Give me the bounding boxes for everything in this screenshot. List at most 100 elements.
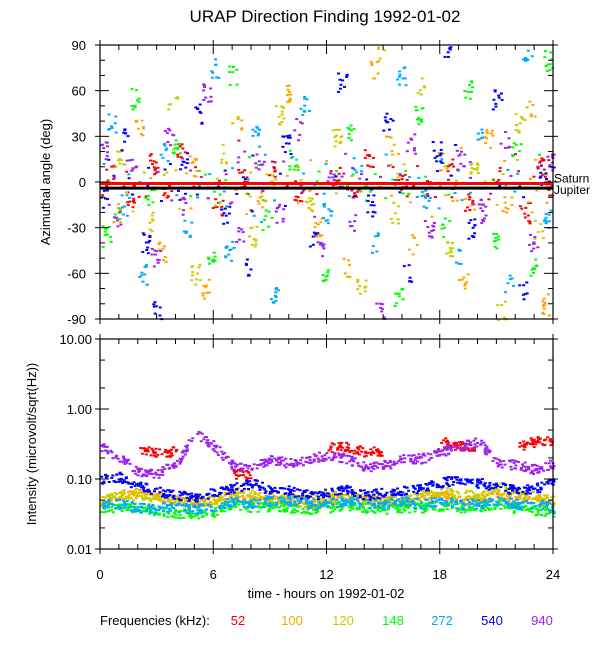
azimuth-point-120 <box>364 290 367 292</box>
azimuth-point-148 <box>520 143 523 145</box>
azimuth-point-272 <box>355 171 358 173</box>
azimuth-point-120 <box>477 172 480 174</box>
azimuth-point-940 <box>379 303 382 305</box>
intensity-point-148 <box>172 515 175 517</box>
azimuth-point-940 <box>532 248 535 250</box>
intensity-point-52 <box>530 437 533 439</box>
azimuth-point-272 <box>145 266 148 268</box>
azimuth-point-272 <box>481 137 484 139</box>
azimuth-point-52 <box>401 178 404 180</box>
intensity-point-940 <box>367 468 370 470</box>
intensity-point-940 <box>146 471 149 473</box>
azimuth-point-272 <box>550 210 553 212</box>
azimuth-point-52 <box>451 159 454 161</box>
intensity-point-148 <box>204 511 207 513</box>
azimuth-point-272 <box>114 116 117 118</box>
azimuth-point-52 <box>427 195 430 197</box>
intensity-point-540 <box>508 488 511 490</box>
intensity-point-272 <box>398 504 401 506</box>
azimuth-point-120 <box>383 49 386 51</box>
intensity-point-272 <box>124 503 127 505</box>
azimuth-point-148 <box>325 276 328 278</box>
intensity-point-272 <box>152 508 155 510</box>
azimuth-point-100 <box>484 142 487 144</box>
azimuth-point-120 <box>502 173 505 175</box>
intensity-point-120 <box>142 499 145 501</box>
azimuth-point-148 <box>231 71 234 73</box>
intensity-point-52 <box>442 439 445 441</box>
intensity-point-540 <box>527 488 530 490</box>
azimuth-point-272 <box>417 177 420 179</box>
azimuth-point-540 <box>186 152 189 154</box>
intensity-point-540 <box>488 484 491 486</box>
intensity-point-148 <box>188 515 191 517</box>
azimuth-point-940 <box>353 230 356 232</box>
reference-label-jupiter: Jupiter <box>554 183 590 197</box>
azimuth-point-120 <box>515 113 518 115</box>
azimuth-point-148 <box>110 241 113 243</box>
intensity-point-272 <box>480 505 483 507</box>
azimuth-point-120 <box>397 223 400 225</box>
azimuth-point-100 <box>208 279 211 281</box>
intensity-point-148 <box>366 511 369 513</box>
intensity-point-52 <box>360 451 363 453</box>
azimuth-point-540 <box>469 219 472 221</box>
intensity-point-540 <box>400 494 403 496</box>
azimuth-point-52 <box>401 175 404 177</box>
intensity-point-540 <box>211 495 214 497</box>
intensity-point-272 <box>350 497 353 499</box>
intensity-point-120 <box>478 494 481 496</box>
azimuth-point-52 <box>529 221 532 223</box>
intensity-point-540 <box>547 480 550 482</box>
intensity-point-272 <box>196 512 199 514</box>
azimuth-point-540 <box>340 84 343 86</box>
azimuth-point-120 <box>282 118 285 120</box>
intensity-point-540 <box>120 478 123 480</box>
intensity-point-540 <box>436 486 439 488</box>
azimuth-point-940 <box>424 220 427 222</box>
azimuth-point-100 <box>431 216 434 218</box>
intensity-point-272 <box>163 502 166 504</box>
intensity-point-52 <box>473 449 476 451</box>
azimuth-point-52 <box>541 174 544 176</box>
intensity-point-940 <box>407 455 410 457</box>
intensity-point-272 <box>519 502 522 504</box>
azimuth-point-148 <box>467 91 470 93</box>
azimuth-point-940 <box>546 156 549 158</box>
intensity-point-272 <box>477 505 480 507</box>
azimuth-point-120 <box>132 211 135 213</box>
azimuth-point-100 <box>314 235 317 237</box>
azimuth-point-940 <box>489 193 492 195</box>
azimuth-point-272 <box>257 134 260 136</box>
intensity-point-940 <box>536 465 539 467</box>
azimuth-point-540 <box>200 123 203 125</box>
intensity-point-52 <box>144 450 147 452</box>
azimuth-point-540 <box>539 172 542 174</box>
azimuth-point-120 <box>190 266 193 268</box>
azimuth-point-100 <box>473 209 476 211</box>
azimuth-point-540 <box>371 201 374 203</box>
intensity-point-52 <box>350 450 353 452</box>
azimuth-point-120 <box>340 141 343 143</box>
azimuth-point-940 <box>508 137 511 139</box>
azimuth-point-272 <box>258 146 261 148</box>
intensity-point-540 <box>226 493 229 495</box>
intensity-point-940 <box>161 474 164 476</box>
azimuth-point-940 <box>202 89 205 91</box>
azimuth-point-120 <box>396 176 399 178</box>
azimuth-point-120 <box>255 243 258 245</box>
azimuth-point-540 <box>449 175 452 177</box>
azimuth-point-940 <box>351 167 354 169</box>
intensity-point-120 <box>215 502 218 504</box>
intensity-point-540 <box>271 491 274 493</box>
azimuth-point-272 <box>421 191 424 193</box>
azimuth-point-940 <box>320 244 323 246</box>
intensity-point-52 <box>353 450 356 452</box>
azimuth-point-52 <box>127 204 130 206</box>
azimuth-point-100 <box>348 264 351 266</box>
intensity-point-272 <box>434 505 437 507</box>
azimuth-point-940 <box>407 142 410 144</box>
intensity-point-540 <box>320 494 323 496</box>
azimuth-point-100 <box>205 292 208 294</box>
